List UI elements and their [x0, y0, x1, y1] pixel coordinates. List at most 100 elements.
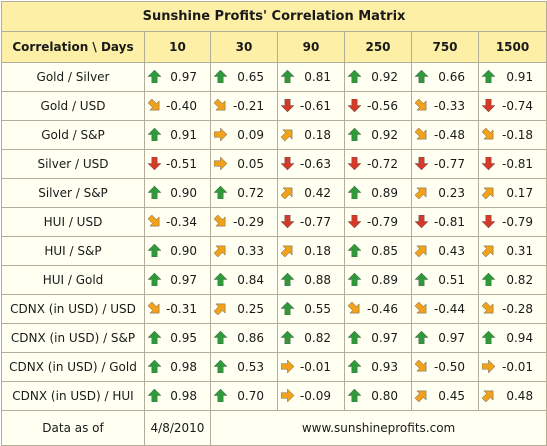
- correlation-cell: 0.92: [344, 120, 412, 150]
- correlation-value: 0.97: [371, 331, 398, 345]
- correlation-value: -0.81: [433, 215, 465, 229]
- correlation-value: 0.90: [170, 244, 197, 258]
- day-header-10: 10: [144, 31, 211, 63]
- correlation-cell: -0.81: [477, 149, 547, 179]
- correlation-value: 0.51: [438, 273, 465, 287]
- row-label: CDNX (in USD) / USD: [1, 294, 145, 324]
- row-label: HUI / USD: [1, 207, 145, 237]
- correlation-value: 0.90: [170, 186, 197, 200]
- correlation-value: 0.43: [438, 244, 465, 258]
- correlation-cell: -0.51: [144, 149, 211, 179]
- correlation-cell: -0.01: [477, 352, 547, 382]
- correlation-value: -0.79: [502, 215, 534, 229]
- correlation-value: 0.65: [237, 70, 264, 84]
- correlation-cell: 0.98: [144, 381, 211, 411]
- correlation-value: -0.48: [433, 128, 465, 142]
- table-row: HUI / S&P 0.90 0.33 0.18 0.85 0.43 0.31: [1, 236, 547, 266]
- table-row: Silver / USD -0.51 0.05 -0.63 -0.72 -0.77 -0.8…: [1, 149, 547, 179]
- correlation-cell: 0.45: [411, 381, 479, 411]
- correlation-value: -0.34: [165, 215, 197, 229]
- correlation-value: 0.89: [371, 273, 398, 287]
- day-header-30: 30: [210, 31, 278, 63]
- correlation-cell: -0.77: [411, 149, 479, 179]
- correlation-value: -0.56: [366, 99, 398, 113]
- correlation-value: -0.77: [433, 157, 465, 171]
- correlation-value: 0.89: [371, 186, 398, 200]
- correlation-value: 0.70: [237, 389, 264, 403]
- correlation-value: -0.21: [232, 99, 264, 113]
- correlation-cell: 0.18: [277, 120, 345, 150]
- correlation-cell: 0.82: [477, 265, 547, 295]
- row-label: Gold / S&P: [1, 120, 145, 150]
- correlation-cell: 0.66: [411, 62, 479, 92]
- correlation-value: 0.84: [237, 273, 264, 287]
- correlation-value: 0.98: [170, 360, 197, 374]
- correlation-cell: 0.81: [277, 62, 345, 92]
- correlation-value: -0.29: [232, 215, 264, 229]
- correlation-cell: 0.88: [277, 265, 345, 295]
- correlation-cell: 0.65: [210, 62, 278, 92]
- correlation-cell: -0.61: [277, 91, 345, 121]
- correlation-value: 0.05: [237, 157, 264, 171]
- correlation-cell: 0.90: [144, 178, 211, 208]
- row-label: CDNX (in USD) / Gold: [1, 352, 145, 382]
- correlation-value: 0.17: [506, 186, 534, 200]
- correlation-cell: -0.50: [411, 352, 479, 382]
- correlation-value: 0.42: [304, 186, 331, 200]
- correlation-cell: -0.77: [277, 207, 345, 237]
- row-label: Gold / Silver: [1, 62, 145, 92]
- day-header-250: 250: [344, 31, 412, 63]
- correlation-cell: 0.18: [277, 236, 345, 266]
- correlation-value: -0.01: [502, 360, 534, 374]
- correlation-value: 0.94: [506, 331, 534, 345]
- correlation-value: 0.82: [506, 273, 534, 287]
- footer-row: Data as of 4/8/2010 www.sunshineprofits.co…: [1, 410, 547, 446]
- correlation-cell: -0.28: [477, 294, 547, 324]
- correlation-cell: -0.31: [144, 294, 211, 324]
- correlation-cell: 0.97: [144, 265, 211, 295]
- correlation-cell: 0.91: [144, 120, 211, 150]
- correlation-cell: -0.33: [411, 91, 479, 121]
- correlation-cell: 0.89: [344, 265, 412, 295]
- correlation-value: 0.98: [170, 389, 197, 403]
- correlation-cell: 0.84: [210, 265, 278, 295]
- row-label: HUI / S&P: [1, 236, 145, 266]
- correlation-cell: 0.85: [344, 236, 412, 266]
- correlation-value: -0.40: [165, 99, 197, 113]
- correlation-value: -0.51: [165, 157, 197, 171]
- correlation-value: -0.09: [299, 389, 331, 403]
- table-title: Sunshine Profits' Correlation Matrix: [0, 1, 547, 32]
- correlation-value: 0.97: [438, 331, 465, 345]
- correlation-value: 0.91: [506, 70, 534, 84]
- correlation-value: -0.79: [366, 215, 398, 229]
- website-link[interactable]: www.sunshineprofits.com: [209, 410, 547, 446]
- correlation-value: 0.92: [371, 128, 398, 142]
- row-label: CDNX (in USD) / S&P: [1, 323, 145, 353]
- correlation-value: 0.86: [237, 331, 264, 345]
- correlation-value: -0.33: [433, 99, 465, 113]
- correlation-value: -0.74: [502, 99, 534, 113]
- correlation-cell: 0.33: [210, 236, 278, 266]
- correlation-cell: -0.40: [144, 91, 211, 121]
- data-date: 4/8/2010: [144, 410, 211, 446]
- correlation-value: 0.53: [237, 360, 264, 374]
- correlation-cell: -0.81: [411, 207, 479, 237]
- correlation-value: 0.25: [237, 302, 264, 316]
- row-label: Gold / USD: [1, 91, 145, 121]
- table-row: Gold / USD -0.40 -0.21 -0.61 -0.56 -0.33 -0.74: [1, 91, 547, 121]
- table-row: CDNX (in USD) / HUI 0.98 0.70 -0.09 0.80 0.45…: [1, 381, 547, 411]
- correlation-value: 0.48: [506, 389, 534, 403]
- correlation-cell: -0.29: [210, 207, 278, 237]
- correlation-value: -0.81: [502, 157, 534, 171]
- correlation-cell: -0.18: [477, 120, 547, 150]
- correlation-value: 0.95: [170, 331, 197, 345]
- correlation-cell: 0.09: [210, 120, 278, 150]
- correlation-cell: 0.98: [144, 352, 211, 382]
- correlation-value: 0.23: [438, 186, 465, 200]
- correlation-cell: 0.94: [477, 323, 547, 353]
- row-label: HUI / Gold: [1, 265, 145, 295]
- correlation-value: 0.72: [237, 186, 264, 200]
- correlation-value: 0.45: [438, 389, 465, 403]
- correlation-value: 0.18: [304, 244, 331, 258]
- table-row: CDNX (in USD) / S&P 0.95 0.86 0.82 0.97 0.97 0…: [1, 323, 547, 353]
